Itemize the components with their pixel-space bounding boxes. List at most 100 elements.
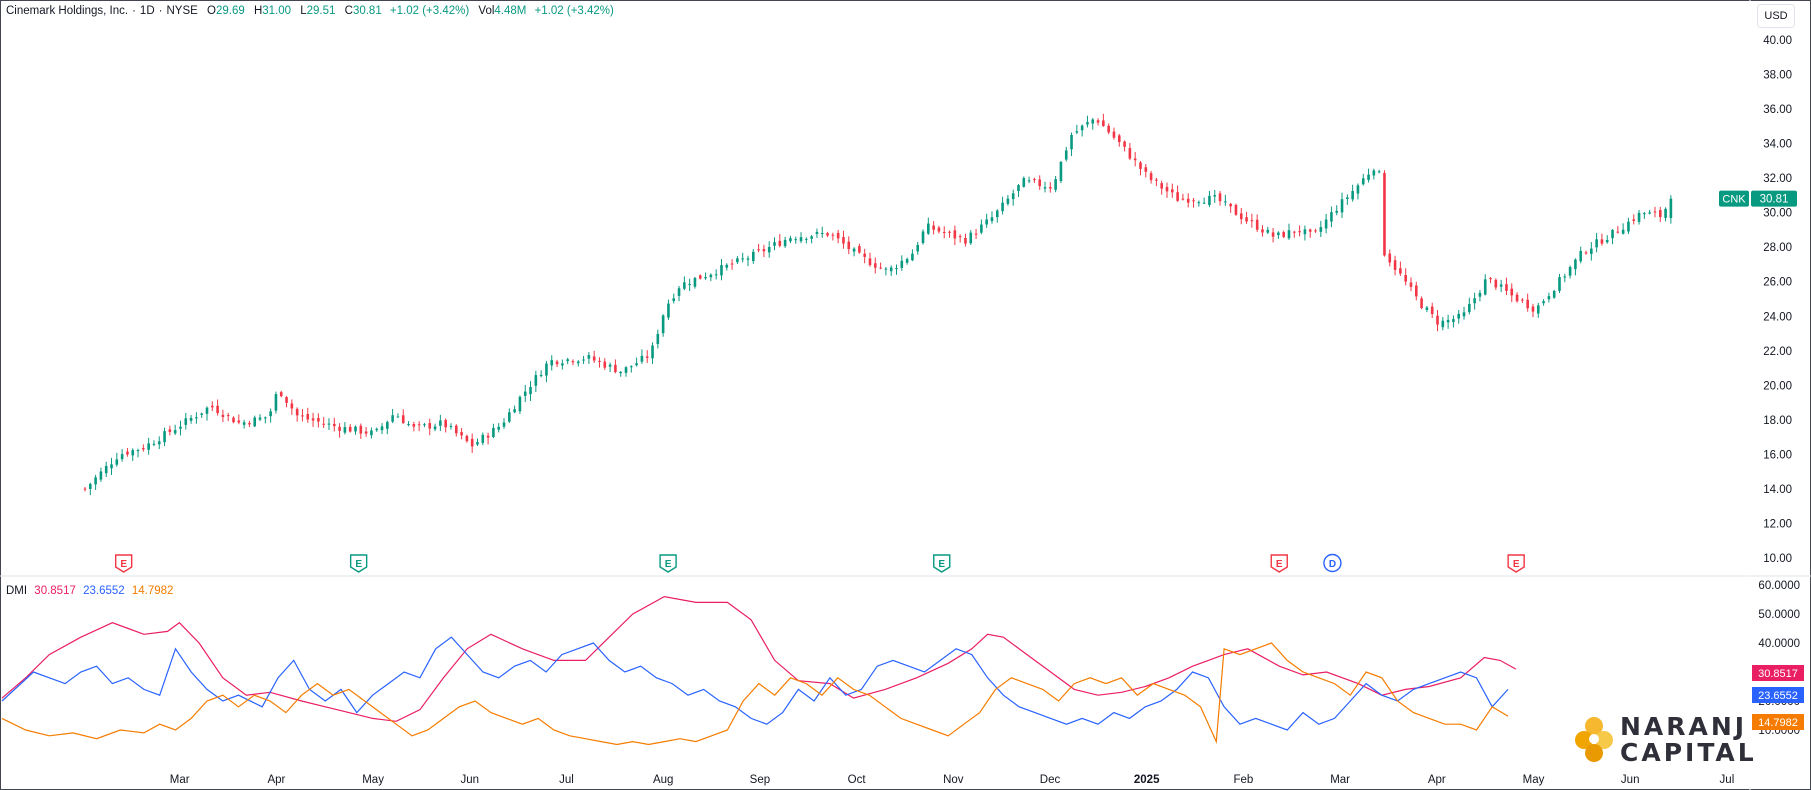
candle-body bbox=[1192, 200, 1195, 202]
candle-body bbox=[407, 424, 410, 426]
candle-body bbox=[226, 415, 230, 417]
candle bbox=[1621, 223, 1625, 235]
earnings-marker-icon bbox=[1507, 554, 1525, 573]
candle-body bbox=[1547, 296, 1551, 300]
candle bbox=[815, 228, 819, 238]
event-marker-label: D bbox=[1329, 559, 1336, 570]
candle bbox=[1478, 289, 1482, 302]
candle-body bbox=[1483, 279, 1487, 295]
candle bbox=[322, 417, 325, 429]
candle-body bbox=[444, 420, 447, 428]
price-tick-label: 40.00 bbox=[1763, 35, 1792, 47]
candle-body bbox=[757, 249, 760, 251]
candle-body bbox=[810, 236, 813, 239]
candle bbox=[592, 350, 596, 363]
candle bbox=[338, 423, 341, 438]
candle-body bbox=[1123, 141, 1126, 147]
candle bbox=[630, 365, 633, 373]
candle bbox=[905, 257, 909, 265]
candle-body bbox=[767, 247, 771, 253]
candle bbox=[836, 229, 840, 244]
candle bbox=[1330, 206, 1333, 228]
candle-body bbox=[295, 408, 299, 416]
candle-body bbox=[1282, 232, 1285, 237]
candle bbox=[980, 219, 983, 235]
candle-body bbox=[354, 426, 357, 432]
candle-body bbox=[1377, 171, 1381, 173]
open-value: 29.69 bbox=[215, 5, 245, 17]
candle-body bbox=[847, 241, 851, 250]
candle-body bbox=[1510, 288, 1514, 296]
interval-label[interactable]: 1D bbox=[139, 5, 155, 17]
candle-body bbox=[608, 364, 612, 367]
candle bbox=[783, 236, 787, 248]
candle-body bbox=[751, 251, 755, 262]
event-marker: E bbox=[114, 554, 133, 573]
candle bbox=[1462, 306, 1466, 320]
candle bbox=[805, 237, 808, 244]
candle bbox=[1117, 133, 1121, 147]
candle bbox=[1515, 292, 1519, 303]
price-tick-label: 32.00 bbox=[1763, 173, 1792, 185]
candle-body bbox=[343, 427, 347, 433]
candle-body bbox=[741, 258, 744, 260]
candle-body bbox=[990, 217, 994, 222]
dmi-title[interactable]: DMI bbox=[6, 585, 28, 597]
candle bbox=[1287, 223, 1291, 240]
candle bbox=[1261, 225, 1264, 237]
candle bbox=[1139, 160, 1142, 176]
candle bbox=[104, 461, 108, 478]
candle-body bbox=[433, 426, 437, 430]
candle bbox=[1133, 151, 1137, 167]
candle-body bbox=[1372, 170, 1376, 176]
candle bbox=[1499, 279, 1503, 293]
candle bbox=[1356, 183, 1360, 200]
candle bbox=[911, 249, 914, 262]
candle bbox=[1595, 232, 1598, 253]
candle bbox=[1234, 203, 1238, 216]
candle bbox=[1197, 200, 1201, 207]
event-marker: D bbox=[1323, 553, 1342, 573]
symbol-name[interactable]: Cinemark Holdings, Inc. bbox=[6, 5, 129, 17]
candle-body bbox=[1038, 179, 1042, 187]
event-marker-label: E bbox=[1276, 559, 1283, 570]
candle-body bbox=[152, 443, 156, 445]
candle bbox=[226, 412, 230, 422]
earnings-marker-icon bbox=[1270, 554, 1288, 573]
dmi-value-tag-bg bbox=[1752, 665, 1804, 681]
candle bbox=[221, 409, 225, 423]
candle-body bbox=[391, 415, 394, 422]
candle bbox=[635, 357, 638, 367]
last-price-bg bbox=[1751, 190, 1797, 207]
candle-body bbox=[1468, 303, 1471, 313]
currency-button[interactable]: USD bbox=[1757, 4, 1795, 28]
candle bbox=[1568, 265, 1572, 279]
candle-body bbox=[1027, 180, 1031, 182]
candle-body bbox=[1043, 187, 1047, 189]
time-tick-label: Sep bbox=[750, 774, 770, 786]
price-tick-label: 38.00 bbox=[1763, 70, 1792, 82]
candle bbox=[730, 259, 734, 270]
candle-body bbox=[147, 443, 150, 450]
candle bbox=[995, 209, 999, 223]
price-tick-label: 28.00 bbox=[1763, 242, 1792, 254]
candle bbox=[1611, 229, 1614, 245]
candle-body bbox=[683, 282, 686, 289]
candle bbox=[1351, 184, 1354, 202]
candle-body bbox=[1383, 172, 1386, 256]
candle bbox=[704, 272, 707, 280]
candle-body bbox=[1335, 210, 1339, 213]
candle bbox=[497, 423, 501, 433]
candle-body bbox=[1356, 185, 1360, 194]
candle-body bbox=[1091, 119, 1095, 124]
candle bbox=[1468, 297, 1471, 315]
price-tick-label: 10.00 bbox=[1763, 553, 1792, 565]
candle-body bbox=[492, 427, 495, 438]
candle-body bbox=[1213, 195, 1217, 197]
candle-body bbox=[603, 361, 607, 368]
candle bbox=[1165, 182, 1169, 198]
candle bbox=[1128, 143, 1132, 161]
candle bbox=[619, 371, 622, 377]
candle-body bbox=[826, 233, 829, 236]
